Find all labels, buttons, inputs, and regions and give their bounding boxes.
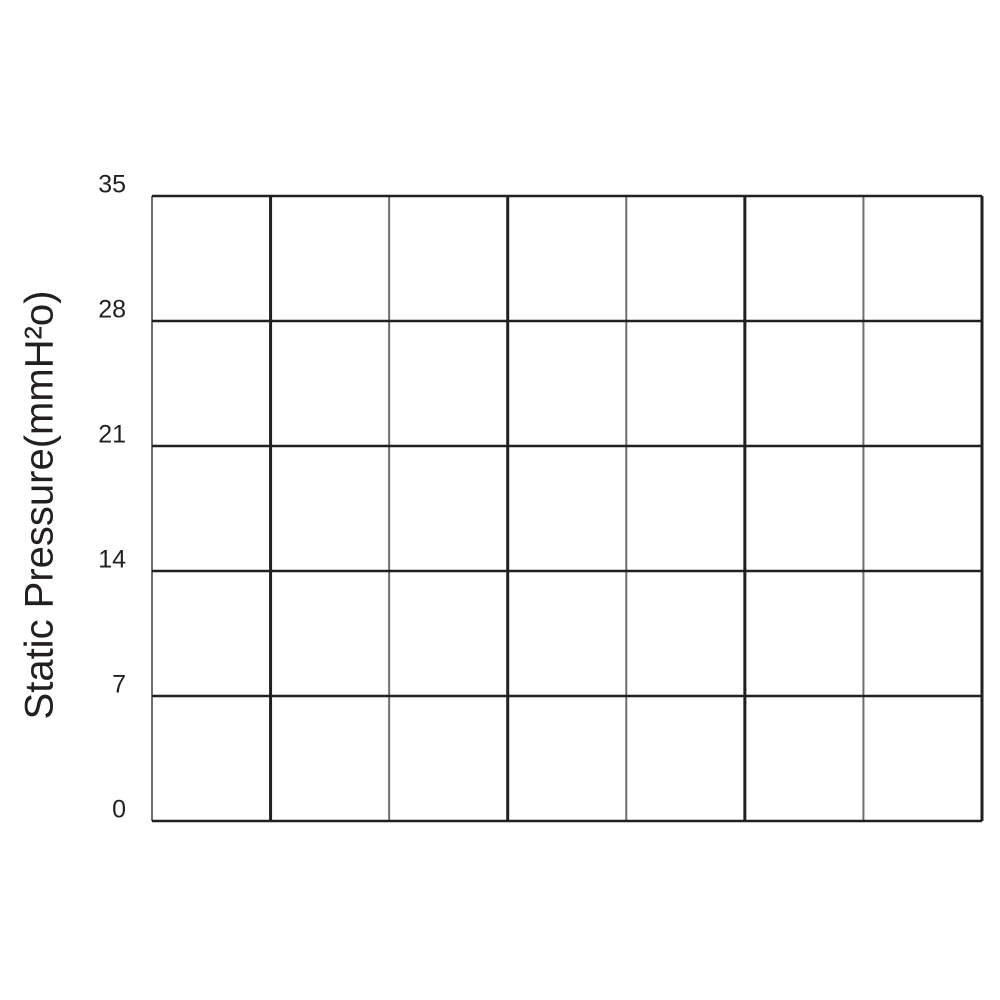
y-axis-label: Static Pressure(mmH²o) <box>18 291 62 720</box>
y-tick-label: 7 <box>112 671 126 699</box>
y-tick-label: 21 <box>98 421 126 449</box>
y-tick-label: 35 <box>98 171 126 199</box>
y-tick-label: 28 <box>98 296 126 324</box>
y-tick-label: 14 <box>98 546 126 574</box>
y-tick-label: 0 <box>112 796 126 824</box>
